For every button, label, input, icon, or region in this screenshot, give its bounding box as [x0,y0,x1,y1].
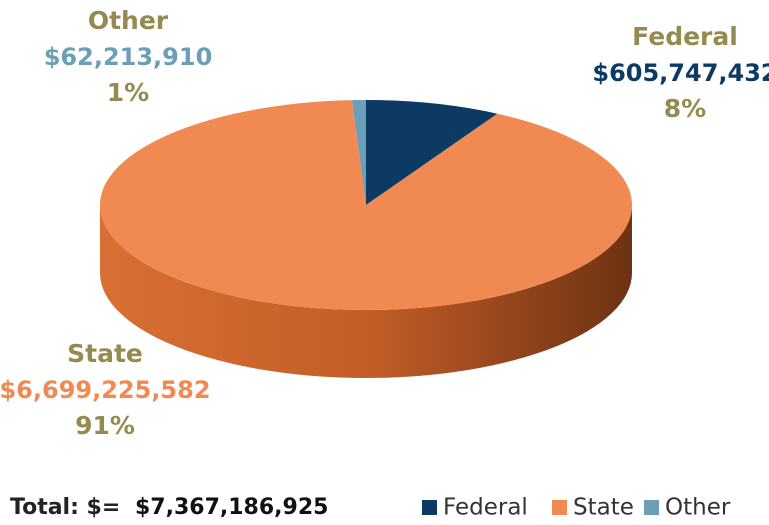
pie-side [100,205,632,378]
pie-slice [351,100,366,205]
legend-swatch [644,500,659,515]
slice-percent-label: 1% [107,78,149,107]
slice-name: State [67,339,143,368]
pie-slice [99,100,632,311]
total-value: $7,367,186,925 [135,495,328,520]
pie-slice [366,100,498,205]
total-label: Total: $= [10,495,120,520]
slice-percent-label: 8% [664,94,706,123]
slice-value-label: $62,213,910 [44,43,213,71]
legend-label: Federal [443,495,528,521]
legend-label: Other [665,495,731,521]
slice-percent-label: 91% [75,411,135,440]
slice-name: Federal [632,22,738,51]
legend-label: State [573,495,634,521]
slice-value-label: $6,699,225,582 [0,376,211,404]
slice-name: Other [88,6,169,35]
legend-swatch [552,500,567,515]
slice-value-label: $605,747,432 [592,59,769,87]
legend-swatch [422,500,437,515]
